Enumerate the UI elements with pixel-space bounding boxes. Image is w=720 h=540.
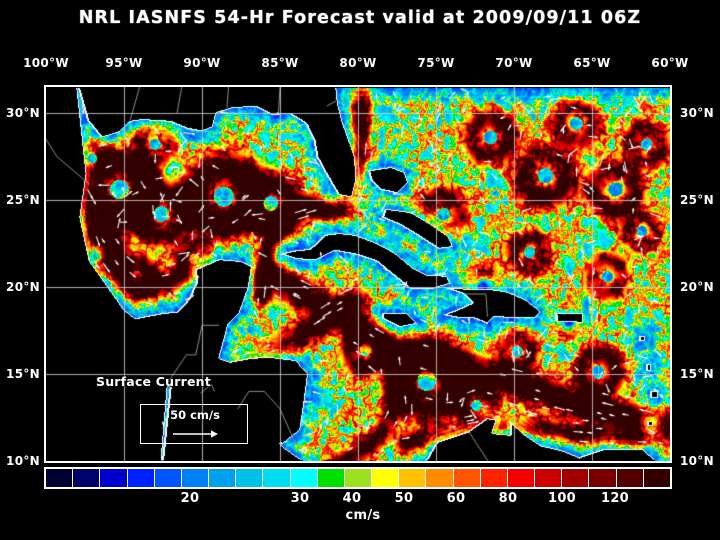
colorbar-swatch	[589, 469, 617, 487]
colorbar-tick-label: 20	[180, 491, 200, 506]
colorbar-swatch	[344, 469, 373, 487]
colorbar-swatch	[46, 469, 74, 487]
colorbar-swatch	[480, 469, 508, 487]
colorbar-swatch	[73, 469, 101, 487]
colorbar-swatch	[317, 469, 345, 487]
colorbar-swatch	[181, 469, 210, 487]
longitude-tick-label: 95°W	[105, 56, 143, 70]
page-title: NRL IASNFS 54-Hr Forecast valid at 2009/…	[78, 8, 642, 28]
latitude-tick-label: 30°N	[6, 106, 40, 121]
longitude-tick-label: 70°W	[495, 56, 533, 70]
colorbar-swatch	[127, 469, 155, 487]
colorbar-swatch	[399, 469, 427, 487]
colorbar-tick-label: 40	[342, 491, 362, 506]
longitude-tick-label: 85°W	[261, 56, 299, 70]
colorbar-tick-label: 60	[446, 491, 466, 506]
longitude-tick-label: 100°W	[23, 56, 69, 70]
colorbar-swatch	[263, 469, 291, 487]
colorbar-swatch	[616, 469, 644, 487]
longitude-tick-label: 65°W	[573, 56, 611, 70]
colorbar-swatch	[507, 469, 536, 487]
latitude-tick-label: 30°N	[680, 106, 714, 121]
colorbar-tick-label: 100	[547, 491, 577, 506]
colorbar-swatch	[154, 469, 182, 487]
vector-scale-label: 50 cm/s	[170, 408, 220, 422]
colorbar-tick-label: 120	[600, 491, 630, 506]
longitude-tick-label: 75°W	[417, 56, 455, 70]
latitude-tick-label: 20°N	[6, 280, 40, 295]
surface-current-field	[46, 87, 670, 461]
latitude-tick-label: 20°N	[680, 280, 714, 295]
colorbar-tick-label: 30	[290, 491, 310, 506]
colorbar-swatch	[562, 469, 590, 487]
colorbar-units: cm/s	[0, 508, 720, 523]
colorbar-swatch	[290, 469, 318, 487]
latitude-tick-label: 15°N	[680, 367, 714, 382]
longitude-tick-label: 90°W	[183, 56, 221, 70]
latitude-tick-label: 10°N	[6, 454, 40, 468]
latitude-tick-label: 25°N	[6, 193, 40, 208]
colorbar-swatch	[372, 469, 400, 487]
colorbar-swatch	[535, 469, 563, 487]
colorbar-swatch	[426, 469, 454, 487]
right-arrow-icon	[173, 430, 218, 438]
colorbar-swatch	[209, 469, 237, 487]
map-panel[interactable]: Surface Current 50 cm/s	[44, 85, 672, 463]
vector-scale-legend: 50 cm/s	[140, 404, 248, 444]
latitude-tick-label: 25°N	[680, 193, 714, 208]
colorbar-swatch	[236, 469, 264, 487]
colorbar[interactable]	[44, 467, 672, 489]
colorbar-swatch	[453, 469, 481, 487]
colorbar-units-text: cm/s	[345, 508, 381, 523]
latitude-tick-label: 10°N	[680, 454, 714, 468]
latitude-tick-label: 15°N	[6, 367, 40, 382]
colorbar-tick-label: 80	[498, 491, 518, 506]
longitude-tick-label: 80°W	[339, 56, 377, 70]
colorbar-tick-label: 50	[394, 491, 414, 506]
longitude-tick-label: 60°W	[651, 56, 689, 70]
colorbar-swatch	[100, 469, 128, 487]
colorbar-swatch	[643, 469, 670, 487]
